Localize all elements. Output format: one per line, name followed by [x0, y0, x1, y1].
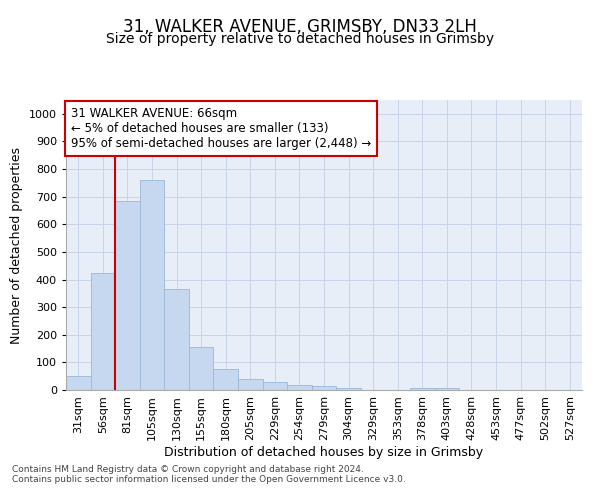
Y-axis label: Number of detached properties: Number of detached properties [10, 146, 23, 344]
Bar [164, 289, 189, 390]
Bar [238, 379, 263, 390]
Text: Contains HM Land Registry data © Crown copyright and database right 2024.: Contains HM Land Registry data © Crown c… [12, 466, 364, 474]
Bar [140, 180, 164, 390]
Bar [312, 386, 336, 390]
Bar [287, 386, 312, 390]
Bar [263, 382, 287, 390]
Text: 31 WALKER AVENUE: 66sqm
← 5% of detached houses are smaller (133)
95% of semi-de: 31 WALKER AVENUE: 66sqm ← 5% of detached… [71, 108, 371, 150]
Bar [115, 201, 140, 390]
Text: Contains public sector information licensed under the Open Government Licence v3: Contains public sector information licen… [12, 476, 406, 484]
X-axis label: Distribution of detached houses by size in Grimsby: Distribution of detached houses by size … [164, 446, 484, 458]
Bar [410, 388, 434, 390]
Text: Size of property relative to detached houses in Grimsby: Size of property relative to detached ho… [106, 32, 494, 46]
Bar [336, 388, 361, 390]
Text: 31, WALKER AVENUE, GRIMSBY, DN33 2LH: 31, WALKER AVENUE, GRIMSBY, DN33 2LH [123, 18, 477, 36]
Bar [91, 272, 115, 390]
Bar [189, 347, 214, 390]
Bar [66, 376, 91, 390]
Bar [214, 370, 238, 390]
Bar [434, 388, 459, 390]
